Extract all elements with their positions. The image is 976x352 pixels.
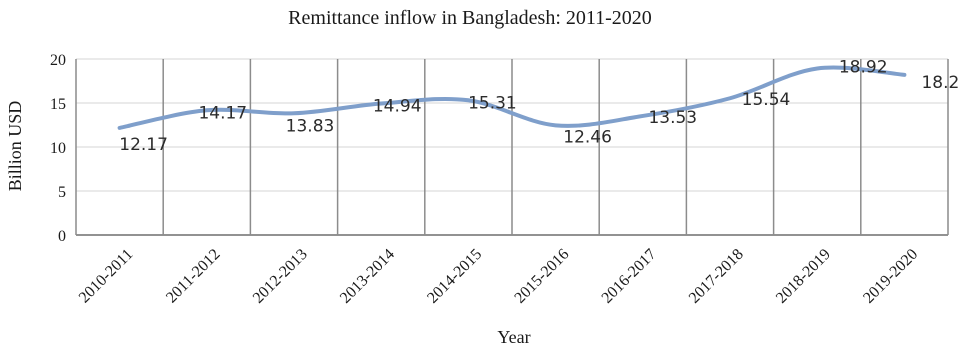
x-tick-label: 2011-2012	[163, 246, 224, 307]
x-tick-label: 2013-2014	[337, 246, 398, 307]
data-label: 12.46	[563, 127, 612, 147]
data-label: 14.94	[373, 97, 422, 117]
y-tick-label: 15	[50, 96, 66, 113]
data-label: 12.17	[119, 135, 168, 155]
data-label: 13.83	[286, 116, 335, 136]
x-tick-label: 2018-2019	[773, 246, 834, 307]
x-tick-label: 2012-2013	[250, 246, 311, 307]
data-label: 15.54	[742, 90, 791, 110]
x-tick-label: 2017-2018	[686, 246, 747, 307]
chart-title: Remittance inflow in Bangladesh: 2011-20…	[288, 7, 652, 29]
x-tick-label: 2015-2016	[511, 246, 572, 307]
x-tick-label: 2016-2017	[599, 246, 660, 307]
y-tick-label: 20	[50, 52, 66, 69]
grid	[75, 58, 949, 236]
data-label: 18.2	[921, 73, 959, 93]
data-label: 13.53	[648, 108, 697, 128]
data-labels: 12.17 14.17 13.83 14.94 15.31 12.46 13.53 15.54…	[119, 58, 959, 155]
y-tick-label: 5	[58, 184, 66, 201]
x-tick-label: 2014-2015	[424, 246, 485, 307]
x-tick-label: 2019-2020	[860, 246, 921, 307]
y-axis-title: Billion USD	[5, 101, 25, 192]
y-tick-label: 0	[58, 228, 66, 245]
x-tick-label: 2010-2011	[76, 246, 137, 307]
x-axis-ticks: 2010-2011 2011-2012 2012-2013 2013-2014 2014…	[76, 246, 921, 307]
x-axis-title: Year	[497, 327, 530, 347]
y-tick-label: 10	[50, 140, 66, 157]
data-label: 15.31	[468, 93, 517, 113]
data-label: 14.17	[198, 103, 247, 123]
series-line	[117, 65, 907, 130]
data-label: 18.92	[839, 58, 888, 78]
y-axis-ticks: 0 5 10 15 20	[50, 52, 66, 245]
